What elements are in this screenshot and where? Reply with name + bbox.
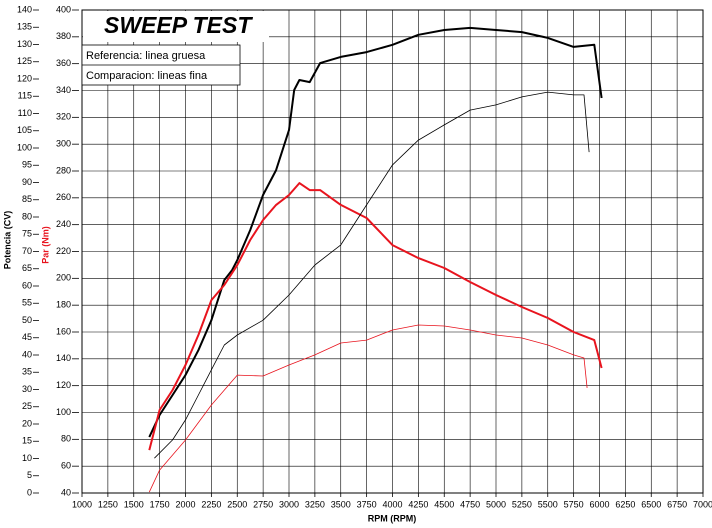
- y-tick-label: 45: [22, 332, 32, 342]
- y-tick-label: 140: [17, 4, 32, 14]
- y2-tick-label: 60: [61, 461, 71, 471]
- y-tick-label: 100: [17, 142, 32, 152]
- y2-tick-label: 40: [61, 487, 71, 497]
- series-line: [148, 26, 603, 438]
- y-tick-label: 115: [18, 91, 32, 101]
- y-tick-label: 5: [27, 470, 32, 480]
- x-tick-label: 3500: [331, 499, 351, 509]
- y-tick-label: 65: [22, 263, 32, 273]
- y-tick-label: 110: [18, 108, 32, 118]
- x-tick-label: 2000: [175, 499, 195, 509]
- x-tick-label: 2750: [253, 499, 273, 509]
- y2-tick-label: 100: [56, 407, 71, 417]
- y2-tick-label: 340: [56, 85, 71, 95]
- chart-title: SWEEP TEST: [104, 12, 253, 38]
- y-tick-label: 55: [22, 298, 32, 308]
- series-line: [148, 324, 588, 493]
- y2-tick-label: 400: [56, 4, 71, 14]
- x-axis-title: RPM (RPM): [368, 513, 417, 523]
- x-tick-label: 3750: [357, 499, 377, 509]
- series-line: [154, 91, 590, 459]
- y2-tick-label: 360: [56, 58, 71, 68]
- x-tick-label: 6250: [615, 499, 635, 509]
- y2-tick-label: 240: [56, 219, 71, 229]
- y-tick-label: 125: [17, 56, 32, 66]
- y2-tick-label: 260: [56, 192, 71, 202]
- x-tick-label: 5500: [538, 499, 558, 509]
- y2-axis-title: Par (Nm): [40, 226, 50, 264]
- y2-tick-label: 180: [56, 300, 71, 310]
- y-tick-label: 85: [22, 194, 32, 204]
- legend-text: Referencia: linea gruesa: [86, 50, 206, 62]
- x-tick-label: 4250: [408, 499, 428, 509]
- x-tick-label: 3000: [279, 499, 299, 509]
- x-tick-label: 4000: [382, 499, 402, 509]
- x-tick-label: 4500: [434, 499, 454, 509]
- y2-tick-label: 200: [56, 273, 71, 283]
- x-tick-label: 6750: [667, 499, 687, 509]
- y-tick-label: 130: [17, 39, 32, 49]
- series-line: [148, 182, 603, 451]
- x-tick-label: 2500: [227, 499, 247, 509]
- y-tick-label: 0: [27, 487, 32, 497]
- y-tick-label: 135: [17, 22, 32, 32]
- y-tick-label: 50: [22, 315, 32, 325]
- y-tick-label: 25: [22, 401, 32, 411]
- y-tick-label: 30: [22, 384, 32, 394]
- grid: [81, 9, 704, 494]
- y-tick-label: 90: [22, 177, 32, 187]
- y2-tick-label: 300: [56, 139, 71, 149]
- y2-tick-label: 380: [56, 31, 71, 41]
- x-tick-label: 5250: [512, 499, 532, 509]
- y-tick-label: 40: [22, 349, 32, 359]
- x-tick-label: 6500: [641, 499, 661, 509]
- y2-tick-label: 140: [56, 353, 71, 363]
- y-tick-label: 80: [22, 211, 32, 221]
- x-tick-label: 4750: [460, 499, 480, 509]
- x-tick-label: 7000: [693, 499, 712, 509]
- x-tick-label: 2250: [201, 499, 221, 509]
- y-tick-label: 75: [22, 229, 32, 239]
- legend-text: Comparacion: lineas fina: [86, 70, 208, 82]
- x-tick-label: 1250: [98, 499, 118, 509]
- y-tick-label: 35: [22, 367, 32, 377]
- x-tick-label: 5000: [486, 499, 506, 509]
- y2-tick-label: 160: [56, 326, 71, 336]
- lines: [148, 26, 603, 493]
- x-tick-label: 5750: [564, 499, 584, 509]
- x-tick-label: 1500: [124, 499, 144, 509]
- title-box: [83, 11, 269, 42]
- y-tick-label: 105: [17, 125, 32, 135]
- x-tick-label: 1750: [150, 499, 170, 509]
- x-tick-label: 3250: [305, 499, 325, 509]
- y-axis-title: Potencia (CV): [2, 211, 12, 270]
- y2-tick-label: 220: [56, 246, 71, 256]
- y-tick-label: 95: [22, 160, 32, 170]
- y2-tick-label: 280: [56, 165, 71, 175]
- y2-tick-label: 320: [56, 112, 71, 122]
- y2-tick-label: 80: [61, 434, 71, 444]
- y-tick-label: 70: [22, 246, 32, 256]
- y-tick-label: 20: [22, 418, 32, 428]
- x-tick-label: 6000: [589, 499, 609, 509]
- y-tick-label: 60: [22, 280, 32, 290]
- y-tick-label: 120: [17, 73, 32, 83]
- y-tick-label: 10: [22, 453, 32, 463]
- y2-tick-label: 120: [56, 380, 71, 390]
- x-tick-label: 1000: [72, 499, 92, 509]
- y-tick-label: 15: [22, 436, 32, 446]
